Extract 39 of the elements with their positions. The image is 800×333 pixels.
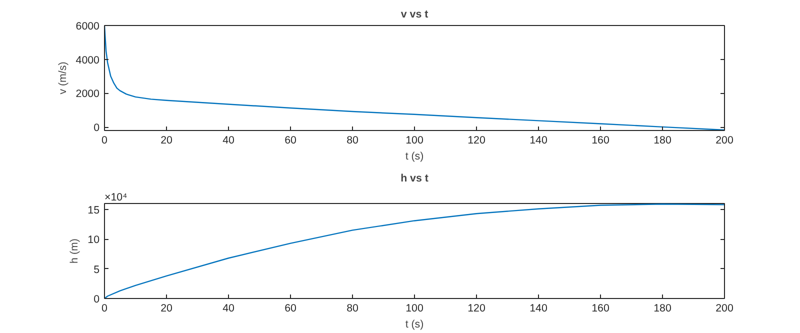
x-tick-label: 180 <box>654 134 672 146</box>
x-axis-title: t (s) <box>405 150 424 162</box>
chart-title: h vs t <box>400 172 429 184</box>
x-tick-label: 160 <box>592 302 610 314</box>
y-axis-title: h (m) <box>68 238 81 264</box>
x-tick-label: 200 <box>716 302 734 314</box>
x-tick-label: 140 <box>530 302 548 314</box>
x-tick-label: 140 <box>530 134 548 146</box>
y-tick-label: 10 <box>88 234 100 246</box>
text: ×10⁴ <box>104 192 128 204</box>
line-series <box>104 204 724 298</box>
x-tick-label: 0 <box>102 134 108 146</box>
x-tick-label: 60 <box>284 134 296 146</box>
chart-title: v vs t <box>400 8 429 20</box>
x-tick-label: 200 <box>716 134 734 146</box>
x-tick-label: 60 <box>284 302 296 314</box>
y-tick-label: 0 <box>94 294 100 306</box>
y-axis-title: v (m/s) <box>56 62 69 94</box>
x-tick-label: 40 <box>222 302 234 314</box>
y-tick-label: 2000 <box>76 88 100 100</box>
x-tick-label: 20 <box>160 302 172 314</box>
x-tick-label: 80 <box>346 134 358 146</box>
y-tick-label: 4000 <box>76 54 100 66</box>
x-tick-label: 100 <box>406 302 424 314</box>
y-tick-label: 6000 <box>76 20 100 32</box>
x-tick-label: 120 <box>468 134 486 146</box>
x-tick-label: 180 <box>654 302 672 314</box>
x-tick-label: 120 <box>468 302 486 314</box>
y-tick-label: 5 <box>94 264 100 276</box>
x-tick-label: 40 <box>222 134 234 146</box>
x-tick-label: 160 <box>592 134 610 146</box>
x-axis-title: t (s) <box>405 318 424 330</box>
x-tick-label: 80 <box>346 302 358 314</box>
y-tick-label: 0 <box>94 122 100 134</box>
x-tick-label: 0 <box>102 302 108 314</box>
x-tick-label: 20 <box>160 134 172 146</box>
x-tick-label: 100 <box>406 134 424 146</box>
line-series <box>104 26 724 130</box>
y-tick-label: 15 <box>88 204 100 216</box>
